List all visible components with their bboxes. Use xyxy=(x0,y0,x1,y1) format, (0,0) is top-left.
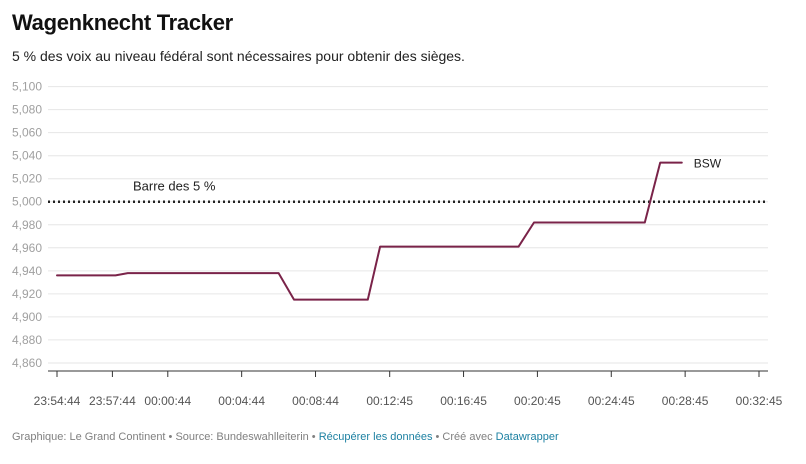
threshold-label: Barre des 5 % xyxy=(133,179,216,194)
x-tick-label: 00:04:44 xyxy=(218,394,265,408)
y-tick-label: 5,080 xyxy=(12,103,42,117)
y-tick-label: 5,000 xyxy=(12,195,42,209)
y-tick-label: 4,920 xyxy=(12,287,42,301)
y-tick-label: 4,960 xyxy=(12,241,42,255)
footer-source: Graphique: Le Grand Continent • Source: … xyxy=(12,431,319,443)
series-label: BSW xyxy=(694,157,722,171)
y-tick-label: 4,940 xyxy=(12,264,42,278)
line-chart: 5,100 5,080 5,060 5,040 5,020 5,000 4,980 4,960… xyxy=(12,80,783,408)
x-tick-label: 00:28:45 xyxy=(662,394,709,408)
x-tick-label: 00:16:45 xyxy=(440,394,487,408)
y-tick-label: 4,980 xyxy=(12,218,42,232)
chart-title: Wagenknecht Tracker xyxy=(12,10,233,35)
get-data-link[interactable]: Récupérer les données xyxy=(318,431,433,443)
x-tick-label: 00:12:45 xyxy=(366,394,413,408)
gridlines xyxy=(48,86,768,364)
x-tick-label: 00:32:45 xyxy=(736,394,783,408)
x-axis: 23:54:44 23:57:44 00:00:44 00:04:44 00:08:44… xyxy=(34,370,783,408)
x-tick-label: 23:57:44 xyxy=(89,394,136,408)
threshold-group: Barre des 5 % xyxy=(48,179,768,203)
x-tick-label: 00:08:44 xyxy=(292,394,339,408)
y-tick-label: 5,100 xyxy=(12,80,42,94)
y-tick-label: 4,880 xyxy=(12,333,42,347)
y-tick-label: 4,860 xyxy=(12,356,42,370)
chart-subtitle: 5 % des voix au niveau fédéral sont néce… xyxy=(12,48,465,64)
chart-footer: Graphique: Le Grand Continent • Source: … xyxy=(12,430,559,444)
x-tick-label: 00:20:45 xyxy=(514,394,561,408)
series-group: BSW xyxy=(56,157,722,301)
datawrapper-link[interactable]: Datawrapper xyxy=(495,431,559,443)
y-tick-label: 5,020 xyxy=(12,172,42,186)
series-line xyxy=(56,161,683,301)
x-tick-label: 23:54:44 xyxy=(34,394,81,408)
x-tick-label: 00:00:44 xyxy=(144,394,191,408)
x-tick-label: 00:24:45 xyxy=(588,394,635,408)
y-tick-label: 4,900 xyxy=(12,310,42,324)
y-tick-label: 5,040 xyxy=(12,149,42,163)
y-axis-labels: 5,100 5,080 5,060 5,040 5,020 5,000 4,980 4,960… xyxy=(12,80,42,370)
footer-separator: • Créé avec xyxy=(432,431,496,443)
y-tick-label: 5,060 xyxy=(12,126,42,140)
